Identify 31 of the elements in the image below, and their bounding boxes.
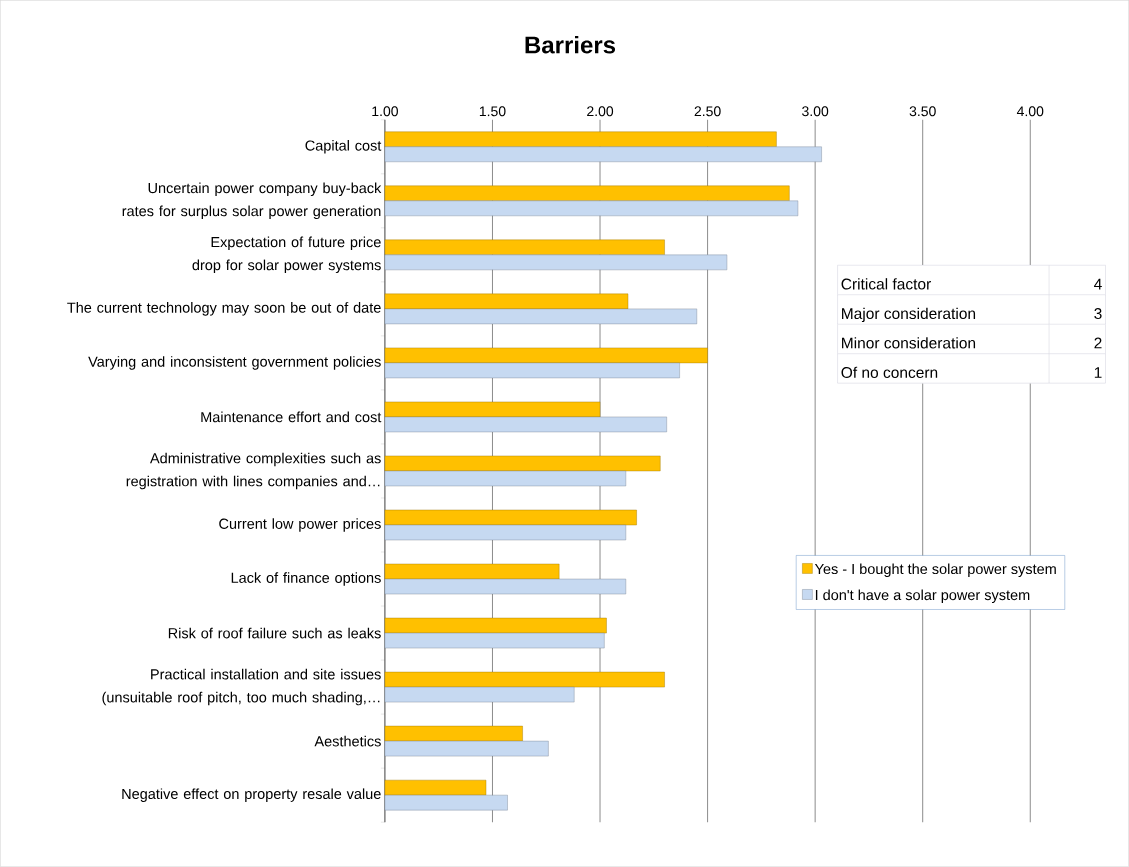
y-tick-label: Aesthetics — [314, 735, 381, 747]
text: 2 — [1094, 337, 1102, 349]
annotation: Of no concern — [841, 366, 938, 379]
annotation: Minor consideration — [842, 337, 976, 349]
y-tick-label: Risk of roof failure such as leaks — [168, 627, 381, 639]
legend-label: I don't have a solar power system — [815, 589, 1030, 604]
annotation: Critical factor — [841, 278, 931, 290]
text: 3 — [1094, 308, 1102, 320]
x-tick-label: 2.50 — [694, 106, 721, 117]
y-tick-label: Varying and inconsistent government policies — [88, 356, 381, 370]
legend-label: Yes - I bought the solar power system — [814, 563, 1056, 578]
x-tick-label: 4.00 — [1016, 106, 1044, 117]
x-tick-label: 2.00 — [587, 106, 614, 117]
annotation: Major consideration — [842, 307, 976, 323]
y-tick-label: Current low power prices — [219, 518, 381, 532]
y-tick-label: Capital cost — [305, 140, 382, 154]
y-tick-label: Lack of finance options — [231, 572, 381, 586]
x-tick-label: 3.00 — [802, 106, 829, 117]
x-tick-label: 3.50 — [909, 106, 936, 117]
y-tick-label: Administrative complexities such as registration with lines companies and… — [126, 452, 381, 490]
y-tick-label: Practical installation and site issues (unsuitable roof pitch, too much shading,… — [102, 668, 381, 706]
y-tick-label: Negative effect on property resale value — [122, 788, 381, 802]
y-tick-label: Uncertain power company buy-back rates for surplus solar power generation — [122, 182, 382, 220]
chart-title: Barriers — [525, 35, 616, 54]
y-tick-label: The current technology may soon be out of date — [67, 302, 381, 316]
text: 4 — [1094, 278, 1102, 290]
x-tick-label: 1.00 — [372, 106, 398, 117]
y-tick-label: Maintenance effort and cost — [201, 411, 382, 423]
y-tick-label: Expectation of future price drop for solar power systems — [192, 236, 381, 274]
x-tick-label: 1.50 — [479, 106, 506, 117]
text: 1 — [1094, 367, 1102, 378]
